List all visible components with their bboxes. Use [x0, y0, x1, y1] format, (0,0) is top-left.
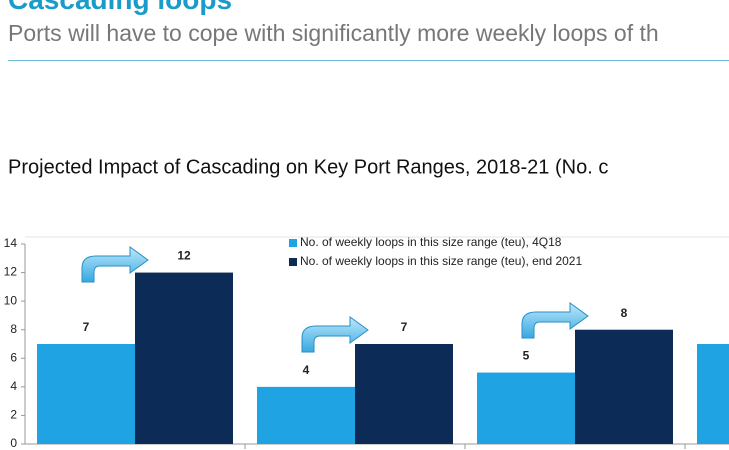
data-label: 8	[621, 306, 628, 320]
data-label: 4	[303, 363, 310, 377]
bar	[477, 372, 575, 444]
data-label: 7	[83, 320, 90, 334]
legend-label: No. of weekly loops in this size range (…	[300, 235, 562, 249]
bar	[257, 386, 355, 444]
legend-swatch	[289, 258, 297, 266]
bar	[355, 344, 453, 444]
slide-title: Cascading loops	[8, 0, 232, 16]
bar	[575, 329, 673, 444]
legend-label: No. of weekly loops in this size range (…	[300, 254, 582, 268]
arrow	[81, 246, 149, 283]
data-label: 5	[523, 349, 530, 363]
decor-arrows	[81, 246, 589, 353]
arrow	[521, 302, 589, 339]
slide-subtitle: Ports will have to cope with significant…	[8, 20, 659, 46]
y-tick-label: 4	[10, 379, 17, 393]
y-tick-label: 6	[10, 350, 17, 364]
y-tick-label: 8	[10, 322, 17, 336]
y-tick-label: 10	[4, 293, 18, 307]
bar	[135, 272, 233, 444]
data-label: 12	[177, 249, 191, 263]
bar	[697, 344, 729, 444]
bar	[37, 344, 135, 444]
y-tick-label: 12	[4, 265, 18, 279]
chart-title: Projected Impact of Cascading on Key Por…	[8, 156, 608, 178]
legend-swatch	[289, 239, 297, 247]
title-rule	[8, 60, 729, 61]
y-tick-label: 0	[10, 436, 17, 450]
y-tick-label: 2	[10, 408, 17, 422]
y-tick-label: 14	[4, 236, 18, 250]
data-label: 7	[401, 320, 408, 334]
arrow	[301, 316, 369, 353]
